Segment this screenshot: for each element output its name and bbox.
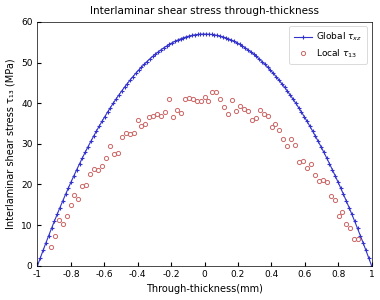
Global $\tau_{xz}$	[35, 264, 40, 268]
Global $\tau_{xz}$	[105, 110, 110, 114]
X-axis label: Through-thickness(mm): Through-thickness(mm)	[146, 284, 263, 294]
Global $\tau_{xz}$	[201, 32, 206, 36]
Title: Interlaminar shear stress through-thickness: Interlaminar shear stress through-thickn…	[90, 6, 319, 16]
Local $\tau_{13}$	[124, 131, 128, 135]
Global $\tau_{xz}$	[125, 82, 130, 85]
Line: Local $\tau_{13}$: Local $\tau_{13}$	[49, 90, 360, 250]
Local $\tau_{13}$	[277, 128, 282, 132]
Global $\tau_{xz}$	[268, 68, 273, 72]
Local $\tau_{13}$	[210, 91, 215, 94]
Global $\tau_{xz}$	[369, 264, 374, 268]
Line: Global $\tau_{xz}$: Global $\tau_{xz}$	[35, 32, 374, 268]
Local $\tau_{13}$	[131, 131, 136, 135]
Global $\tau_{xz}$	[302, 115, 306, 118]
Y-axis label: Interlaminar shear stress τ₁₃ (MPa): Interlaminar shear stress τ₁₃ (MPa)	[6, 58, 16, 229]
Local $\tau_{13}$	[49, 246, 53, 249]
Global $\tau_{xz}$	[361, 241, 366, 245]
Local $\tau_{13}$	[171, 116, 175, 119]
Local $\tau_{13}$	[356, 238, 361, 241]
Global $\tau_{xz}$	[223, 36, 228, 40]
Local $\tau_{13}$	[230, 98, 234, 102]
Local $\tau_{13}$	[175, 108, 179, 111]
Legend: Global $\tau_{xz}$, Local $\tau_{13}$: Global $\tau_{xz}$, Local $\tau_{13}$	[289, 26, 367, 64]
